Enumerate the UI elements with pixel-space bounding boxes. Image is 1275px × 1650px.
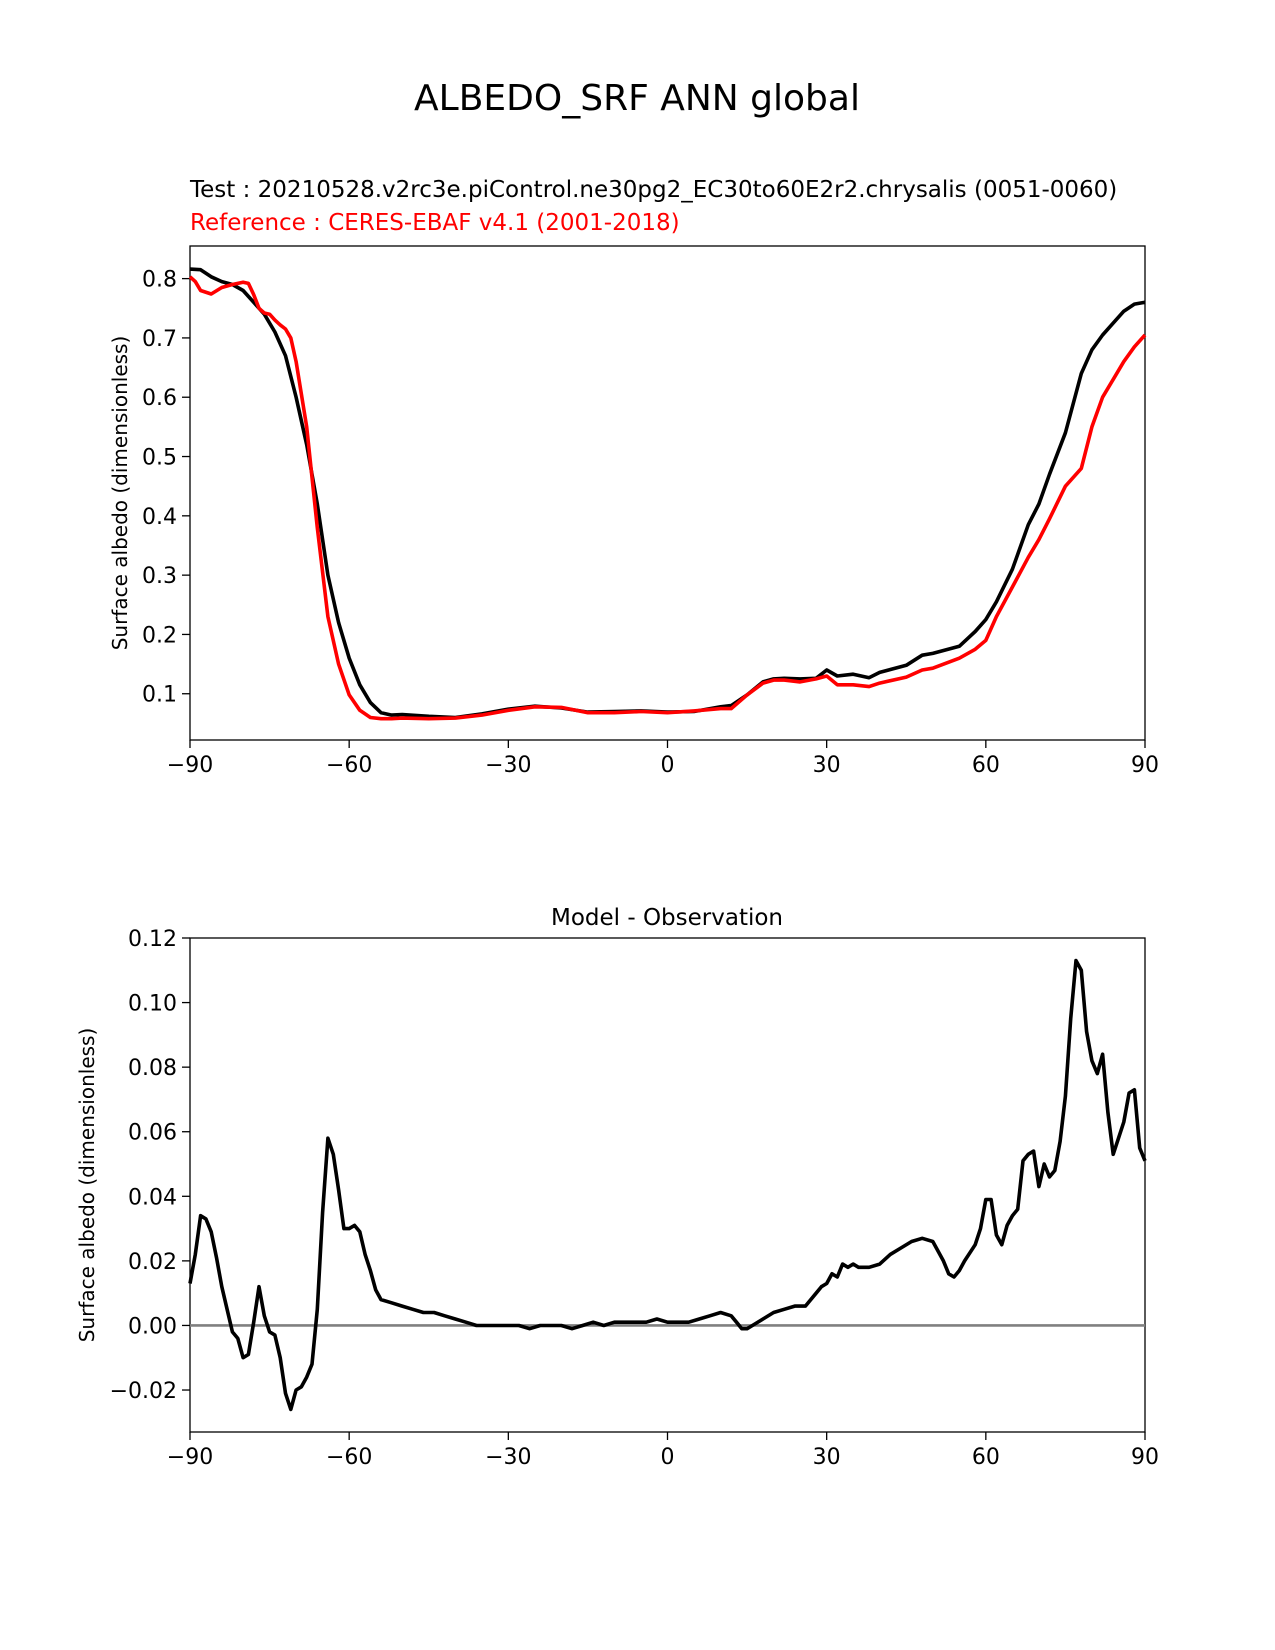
top-panel-test-title: Test : 20210528.v2rc3e.piControl.ne30pg2… [189, 177, 1117, 203]
top-panel-x-tick-label: 30 [813, 753, 841, 778]
bottom-panel-y-axis-label: Surface albedo (dimensionless) [75, 1028, 99, 1343]
top-panel-y-tick-label: 0.6 [142, 386, 177, 411]
bottom-panel-y-tick-label: 0.12 [128, 927, 177, 952]
top-panel: Test : 20210528.v2rc3e.piControl.ne30pg2… [108, 177, 1159, 778]
top-panel-x-ticks: −90 −60 −30 0 30 60 90 [167, 740, 1159, 778]
bottom-panel-x-tick-label: 0 [661, 1445, 675, 1470]
bottom-panel-y-tick-label: 0.04 [128, 1185, 177, 1210]
bottom-panel-x-tick-label: 60 [972, 1445, 1000, 1470]
top-panel-y-tick-label: 0.4 [142, 505, 177, 530]
top-panel-reference-line [188, 275, 1147, 721]
top-panel-y-axis-label: Surface albedo (dimensionless) [108, 336, 132, 651]
figure-suptitle: ALBEDO_SRF ANN global [414, 78, 860, 119]
top-panel-series [188, 267, 1147, 721]
bottom-panel-test-line [188, 958, 1147, 1412]
bottom-panel-y-tick-label: 0.00 [128, 1314, 177, 1339]
top-panel-axes-frame [189, 245, 1146, 741]
bottom-panel-y-tick-label: 0.08 [128, 1056, 177, 1081]
bottom-panel-axes-frame [189, 937, 1146, 1433]
bottom-panel-y-ticks: −0.02 0.00 0.02 0.04 0.06 0.08 0.10 0.12 [110, 927, 190, 1404]
top-panel-y-tick-label: 0.1 [142, 683, 177, 708]
bottom-panel-title: Model - Observation [551, 905, 783, 931]
top-panel-y-tick-label: 0.5 [142, 446, 177, 471]
top-panel-x-tick-label: 90 [1131, 753, 1159, 778]
bottom-panel-x-tick-label: 90 [1131, 1445, 1159, 1470]
top-panel-y-tick-label: 0.7 [142, 327, 177, 352]
bottom-panel-x-ticks: −90 −60 −30 0 30 60 90 [167, 1432, 1159, 1470]
bottom-panel-x-tick-label: 30 [813, 1445, 841, 1470]
top-panel-x-tick-label: −60 [326, 753, 372, 778]
top-panel-x-tick-label: −30 [485, 753, 531, 778]
bottom-panel: Model - Observation −90 −60 −30 0 30 60 90 −0.… [75, 905, 1159, 1470]
top-panel-test-line [189, 267, 1146, 720]
bottom-panel-y-tick-label: −0.02 [110, 1379, 177, 1404]
top-panel-x-tick-label: −90 [167, 753, 213, 778]
bottom-panel-x-tick-label: −30 [485, 1445, 531, 1470]
top-panel-x-tick-label: 60 [972, 753, 1000, 778]
top-panel-y-tick-label: 0.3 [142, 564, 177, 589]
bottom-panel-y-tick-label: 0.10 [128, 992, 177, 1017]
top-panel-y-ticks: 0.1 0.2 0.3 0.4 0.5 0.6 0.7 0.8 [142, 268, 190, 708]
bottom-panel-x-tick-label: −60 [326, 1445, 372, 1470]
top-panel-x-tick-label: 0 [661, 753, 675, 778]
bottom-panel-y-tick-label: 0.06 [128, 1121, 177, 1146]
top-panel-y-tick-label: 0.2 [142, 623, 177, 648]
bottom-panel-y-tick-label: 0.02 [128, 1250, 177, 1275]
bottom-panel-series [188, 958, 1147, 1412]
top-panel-y-tick-label: 0.8 [142, 268, 177, 293]
bottom-panel-x-tick-label: −90 [167, 1445, 213, 1470]
top-panel-reference-title: Reference : CERES-EBAF v4.1 (2001-2018) [190, 210, 680, 236]
